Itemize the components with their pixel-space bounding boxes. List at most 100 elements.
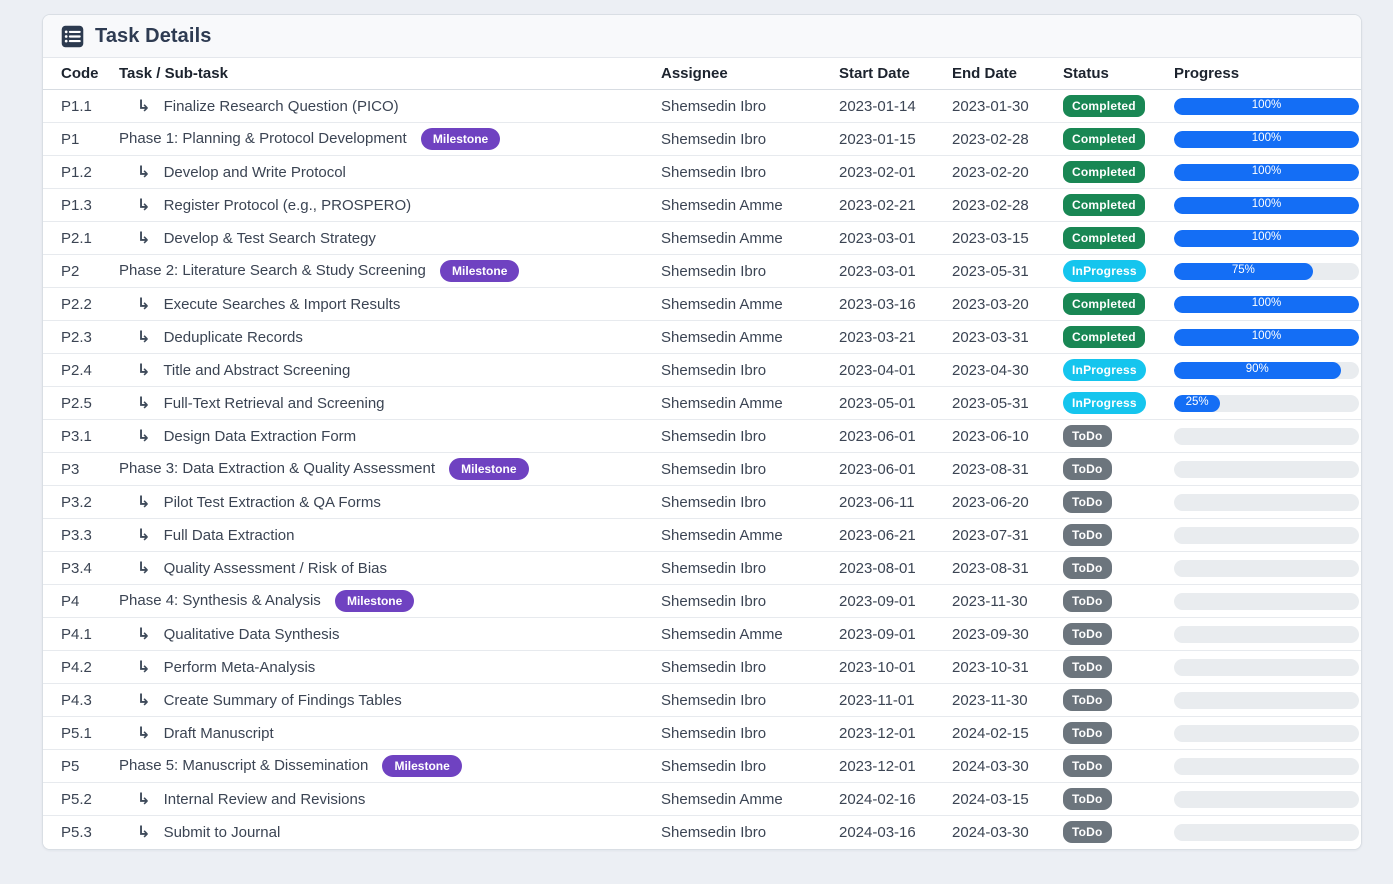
task-label: Title and Abstract Screening — [163, 362, 350, 379]
progress-bar: 100% — [1174, 296, 1359, 313]
status-badge: Completed — [1063, 227, 1145, 249]
end-date: 2023-03-31 — [946, 321, 1057, 354]
status-badge: ToDo — [1063, 821, 1112, 843]
table-row: P1 Phase 1: Planning & Protocol Developm… — [43, 123, 1361, 156]
status-badge: Completed — [1063, 293, 1145, 315]
progress-fill: 90% — [1174, 362, 1341, 379]
assignee: Shemsedin Ibro — [655, 684, 833, 717]
end-date: 2023-03-15 — [946, 222, 1057, 255]
progress-bar — [1174, 659, 1359, 676]
task-label: Create Summary of Findings Tables — [164, 692, 402, 709]
status-cell: ToDo — [1057, 651, 1168, 684]
subtask-arrow-icon: ↳ — [137, 296, 150, 313]
subtask-arrow-icon: ↳ — [137, 362, 150, 379]
task-code: P1 — [43, 123, 113, 156]
status-badge: ToDo — [1063, 722, 1112, 744]
status-cell: ToDo — [1057, 420, 1168, 453]
table-row: P5.3 ↳ Submit to Journal Shemsedin Ibro … — [43, 816, 1361, 849]
progress-cell — [1168, 453, 1361, 486]
progress-bar — [1174, 791, 1359, 808]
subtask-arrow-icon: ↳ — [137, 560, 150, 577]
status-badge: ToDo — [1063, 755, 1112, 777]
progress-bar: 100% — [1174, 131, 1359, 148]
task-code: P5.3 — [43, 816, 113, 849]
task-code: P2.5 — [43, 387, 113, 420]
task-cell: ↳ Register Protocol (e.g., PROSPERO) — [113, 189, 655, 222]
status-badge: Completed — [1063, 95, 1145, 117]
table-row: P3.2 ↳ Pilot Test Extraction & QA Forms … — [43, 486, 1361, 519]
task-code: P3 — [43, 453, 113, 486]
task-code: P3.2 — [43, 486, 113, 519]
progress-label: 75% — [1232, 265, 1255, 277]
start-date: 2023-12-01 — [833, 717, 946, 750]
task-code: P1.2 — [43, 156, 113, 189]
task-label: Perform Meta-Analysis — [164, 659, 316, 676]
task-cell: ↳ Create Summary of Findings Tables — [113, 684, 655, 717]
progress-bar: 90% — [1174, 362, 1359, 379]
status-cell: ToDo — [1057, 486, 1168, 519]
subtask-arrow-icon: ↳ — [137, 98, 150, 115]
status-cell: Completed — [1057, 222, 1168, 255]
task-cell: ↳ Full Data Extraction — [113, 519, 655, 552]
milestone-badge: Milestone — [382, 755, 461, 777]
progress-label: 100% — [1252, 331, 1281, 343]
start-date: 2023-06-01 — [833, 453, 946, 486]
end-date: 2024-02-15 — [946, 717, 1057, 750]
status-cell: InProgress — [1057, 387, 1168, 420]
task-code: P4.3 — [43, 684, 113, 717]
status-cell: InProgress — [1057, 255, 1168, 288]
table-row: P2.5 ↳ Full-Text Retrieval and Screening… — [43, 387, 1361, 420]
task-code: P1.3 — [43, 189, 113, 222]
progress-cell: 100% — [1168, 123, 1361, 156]
progress-cell: 100% — [1168, 321, 1361, 354]
progress-bar — [1174, 560, 1359, 577]
task-cell: ↳ Internal Review and Revisions — [113, 783, 655, 816]
end-date: 2023-02-28 — [946, 123, 1057, 156]
task-label: Finalize Research Question (PICO) — [164, 98, 399, 115]
end-date: 2023-01-30 — [946, 90, 1057, 123]
task-code: P3.1 — [43, 420, 113, 453]
task-cell: Phase 1: Planning & Protocol Development… — [113, 123, 655, 156]
progress-bar — [1174, 626, 1359, 643]
subtask-arrow-icon: ↳ — [137, 725, 150, 742]
task-cell: ↳ Pilot Test Extraction & QA Forms — [113, 486, 655, 519]
progress-cell — [1168, 618, 1361, 651]
progress-fill: 100% — [1174, 164, 1359, 181]
table-row: P3 Phase 3: Data Extraction & Quality As… — [43, 453, 1361, 486]
status-badge: ToDo — [1063, 689, 1112, 711]
subtask-arrow-icon: ↳ — [137, 824, 150, 841]
task-code: P5.2 — [43, 783, 113, 816]
milestone-badge: Milestone — [440, 260, 519, 282]
task-details-card: Task Details Code Task / Sub-task Assign… — [42, 14, 1362, 850]
table-row: P1.1 ↳ Finalize Research Question (PICO)… — [43, 90, 1361, 123]
start-date: 2023-11-01 — [833, 684, 946, 717]
table-row: P4.2 ↳ Perform Meta-Analysis Shemsedin I… — [43, 651, 1361, 684]
page-title: Task Details — [95, 25, 211, 48]
assignee: Shemsedin Ibro — [655, 90, 833, 123]
end-date: 2023-10-31 — [946, 651, 1057, 684]
progress-bar — [1174, 758, 1359, 775]
task-code: P4.1 — [43, 618, 113, 651]
assignee: Shemsedin Amme — [655, 222, 833, 255]
progress-cell: 75% — [1168, 255, 1361, 288]
task-cell: Phase 5: Manuscript & Dissemination Mile… — [113, 750, 655, 783]
status-badge: ToDo — [1063, 623, 1112, 645]
progress-bar: 100% — [1174, 98, 1359, 115]
start-date: 2023-09-01 — [833, 585, 946, 618]
progress-cell: 90% — [1168, 354, 1361, 387]
subtask-arrow-icon: ↳ — [137, 164, 150, 181]
task-label: Phase 5: Manuscript & Dissemination — [119, 757, 368, 774]
task-label: Submit to Journal — [164, 824, 281, 841]
end-date: 2023-07-31 — [946, 519, 1057, 552]
table-row: P5.1 ↳ Draft Manuscript Shemsedin Ibro 2… — [43, 717, 1361, 750]
start-date: 2023-03-16 — [833, 288, 946, 321]
progress-cell: 100% — [1168, 222, 1361, 255]
milestone-badge: Milestone — [335, 590, 414, 612]
status-badge: Completed — [1063, 326, 1145, 348]
task-code: P2.4 — [43, 354, 113, 387]
progress-fill: 100% — [1174, 230, 1359, 247]
task-label: Phase 1: Planning & Protocol Development — [119, 130, 407, 147]
assignee: Shemsedin Ibro — [655, 552, 833, 585]
list-icon — [61, 25, 84, 48]
status-cell: Completed — [1057, 288, 1168, 321]
